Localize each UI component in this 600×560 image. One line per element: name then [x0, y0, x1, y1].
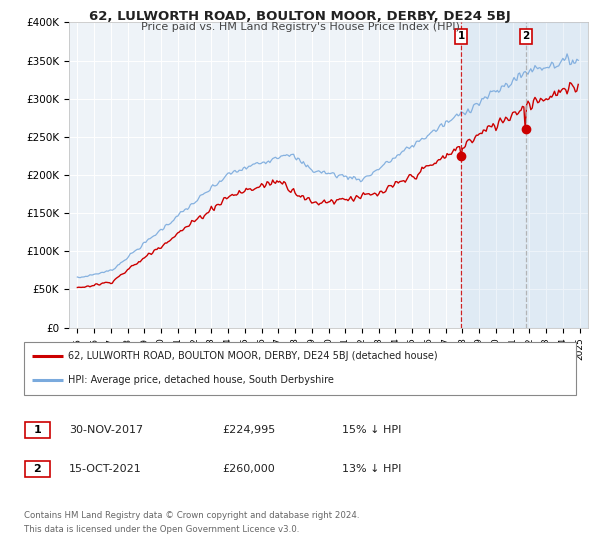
Text: 2: 2: [522, 31, 530, 41]
Text: Price paid vs. HM Land Registry's House Price Index (HPI): Price paid vs. HM Land Registry's House …: [140, 22, 460, 32]
Text: 15-OCT-2021: 15-OCT-2021: [69, 464, 142, 474]
Text: 15% ↓ HPI: 15% ↓ HPI: [342, 425, 401, 435]
Text: £224,995: £224,995: [222, 425, 275, 435]
Text: 30-NOV-2017: 30-NOV-2017: [69, 425, 143, 435]
Bar: [461, 22, 588, 328]
Text: Contains HM Land Registry data © Crown copyright and database right 2024.: Contains HM Land Registry data © Crown c…: [24, 511, 359, 520]
Text: 62, LULWORTH ROAD, BOULTON MOOR, DERBY, DE24 5BJ: 62, LULWORTH ROAD, BOULTON MOOR, DERBY, …: [89, 10, 511, 23]
Text: HPI: Average price, detached house, South Derbyshire: HPI: Average price, detached house, Sout…: [68, 375, 334, 385]
Text: 62, LULWORTH ROAD, BOULTON MOOR, DERBY, DE24 5BJ (detached house): 62, LULWORTH ROAD, BOULTON MOOR, DERBY, …: [68, 351, 438, 361]
Text: 1: 1: [34, 425, 41, 435]
Text: £260,000: £260,000: [222, 464, 275, 474]
Text: This data is licensed under the Open Government Licence v3.0.: This data is licensed under the Open Gov…: [24, 525, 299, 534]
Text: 1: 1: [457, 31, 465, 41]
Text: 13% ↓ HPI: 13% ↓ HPI: [342, 464, 401, 474]
Text: 2: 2: [34, 464, 41, 474]
